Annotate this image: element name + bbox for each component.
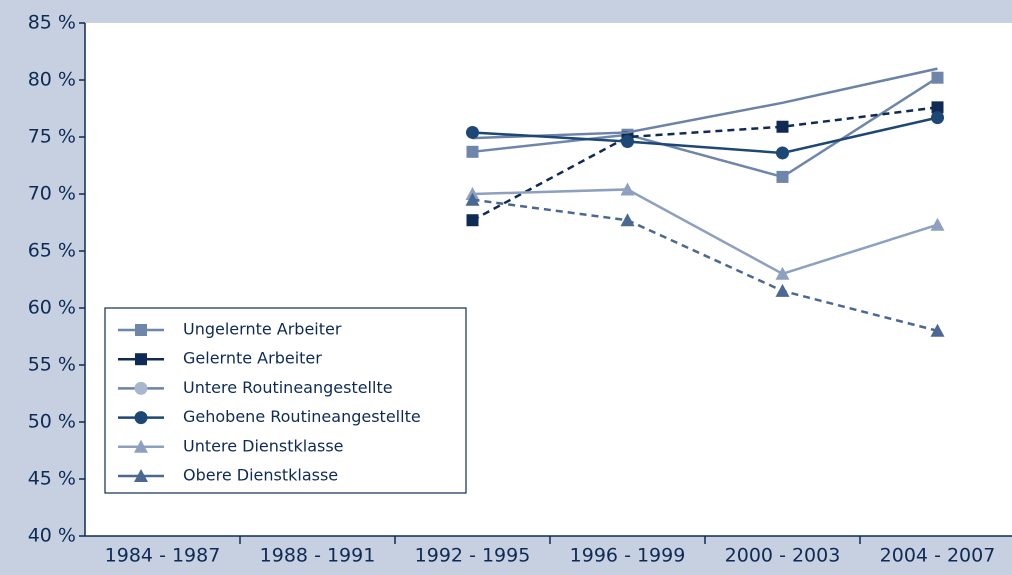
- marker: [930, 323, 945, 337]
- marker: [776, 146, 789, 160]
- x-tick-label: 1996 - 1999: [570, 545, 686, 567]
- marker: [930, 217, 945, 231]
- marker: [466, 125, 479, 139]
- series-line: [472, 67, 938, 140]
- x-tick-label: 1984 - 1987: [105, 545, 221, 567]
- series-line: [472, 76, 939, 179]
- marker: [134, 411, 148, 425]
- marker: [135, 353, 147, 366]
- y-tick-label: 70 %: [28, 183, 76, 205]
- legend-label: Ungelernte Arbeiter: [183, 320, 342, 339]
- marker: [465, 192, 480, 206]
- series-line: [472, 188, 938, 276]
- marker: [134, 381, 148, 395]
- x-tick-label: 1992 - 1995: [415, 545, 531, 567]
- legend-label: Untere Dienstklasse: [183, 436, 344, 455]
- y-tick-label: 60 %: [28, 297, 76, 319]
- series-line: [471, 106, 938, 222]
- y-tick-label: 45 %: [28, 468, 76, 490]
- marker: [776, 120, 789, 133]
- marker: [134, 469, 148, 482]
- marker: [620, 213, 635, 227]
- marker: [466, 214, 479, 227]
- marker: [775, 266, 790, 280]
- x-tick-label: 2000 - 2003: [725, 545, 841, 567]
- legend-box: [104, 307, 467, 494]
- marker: [621, 135, 634, 149]
- marker: [931, 111, 944, 125]
- marker: [466, 145, 479, 158]
- marker: [620, 182, 635, 196]
- y-tick-label: 80 %: [28, 69, 76, 91]
- marker: [775, 283, 790, 297]
- y-tick-label: 55 %: [28, 354, 76, 376]
- legend-label: Gehobene Routineangestellte: [183, 407, 421, 426]
- marker: [135, 324, 147, 336]
- legend-label: Obere Dienstklasse: [183, 466, 338, 485]
- y-tick-label: 85 %: [28, 12, 76, 34]
- legend-label: Gelernte Arbeiter: [183, 349, 322, 368]
- marker: [134, 439, 148, 453]
- series-line: [472, 198, 938, 333]
- y-tick-label: 75 %: [28, 126, 76, 148]
- x-tick-label: 1988 - 1991: [260, 545, 376, 567]
- y-tick-label: 40 %: [28, 525, 76, 547]
- marker: [776, 170, 789, 183]
- marker: [931, 101, 944, 114]
- series-line: [472, 116, 938, 155]
- y-tick-label: 65 %: [28, 240, 76, 262]
- x-tick-label: 2004 - 2007: [880, 545, 996, 567]
- marker: [931, 71, 944, 84]
- y-tick-label: 50 %: [28, 411, 76, 433]
- legend-label: Untere Routineangestellte: [183, 378, 393, 397]
